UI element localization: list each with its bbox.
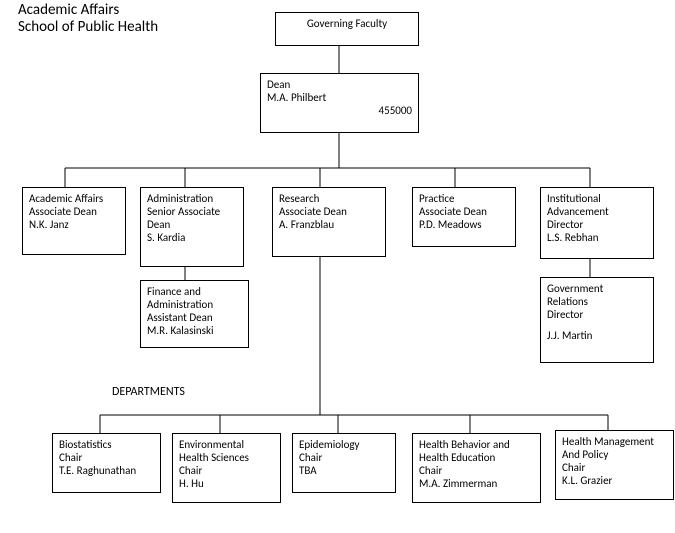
name: J.J. Martin <box>547 329 647 342</box>
node-dean: Dean M.A. Philbert 455000 <box>260 73 419 133</box>
unit: Government <box>547 282 647 295</box>
dept2: Health Education <box>419 451 534 464</box>
node-institutional-advancement: Institutional Advancement Director L.S. … <box>540 187 654 259</box>
name: T.E. Raghunathan <box>59 464 154 477</box>
name: K.L. Grazier <box>562 474 667 487</box>
role: Chair <box>419 464 534 477</box>
dept2: And Policy <box>562 448 667 461</box>
name: A. Franzblau <box>279 218 379 231</box>
node-practice: Practice Associate Dean P.D. Meadows <box>412 187 516 247</box>
node-research: Research Associate Dean A. Franzblau <box>272 187 386 257</box>
dept: Health Management <box>562 435 667 448</box>
name: L.S. Rebhan <box>547 231 647 244</box>
role: Assistant Dean <box>147 311 242 324</box>
role: Senior Associate <box>147 205 237 218</box>
dept2: Health Sciences <box>179 451 274 464</box>
title: Dean <box>267 78 412 91</box>
name: S. Kardia <box>147 231 237 244</box>
node-dept-env-health: Environmental Health Sciences Chair H. H… <box>172 433 281 503</box>
org-chart: Academic Affairs School of Public Health… <box>0 0 675 533</box>
node-academic-affairs: Academic Affairs Associate Dean N.K. Jan… <box>22 187 126 255</box>
node-governing-faculty: Governing Faculty <box>275 12 419 46</box>
unit2: Administration <box>147 298 242 311</box>
role: Director <box>547 308 647 321</box>
name: TBA <box>299 464 389 477</box>
dept: Environmental <box>179 438 274 451</box>
node-dept-biostatistics: Biostatistics Chair T.E. Raghunathan <box>52 433 161 493</box>
role: Chair <box>179 464 274 477</box>
label: Governing Faculty <box>282 17 412 30</box>
name: H. Hu <box>179 477 274 490</box>
unit: Finance and <box>147 285 242 298</box>
unit: Academic Affairs <box>29 192 119 205</box>
role: Director <box>547 218 647 231</box>
dept: Biostatistics <box>59 438 154 451</box>
role: Associate Dean <box>279 205 379 218</box>
role: Associate Dean <box>419 205 509 218</box>
name: M.A. Zimmerman <box>419 477 534 490</box>
node-administration: Administration Senior Associate Dean S. … <box>140 187 244 267</box>
unit2: Advancement <box>547 205 647 218</box>
name: M.A. Philbert <box>267 91 412 104</box>
role2: Dean <box>147 218 237 231</box>
departments-label: DEPARTMENTS <box>112 385 185 399</box>
role: Chair <box>59 451 154 464</box>
node-finance-admin: Finance and Administration Assistant Dea… <box>140 280 249 348</box>
name: M.R. Kalasinski <box>147 324 242 337</box>
unit2: Relations <box>547 295 647 308</box>
unit: Research <box>279 192 379 205</box>
node-dept-health-behavior: Health Behavior and Health Education Cha… <box>412 433 541 503</box>
role: Associate Dean <box>29 205 119 218</box>
code: 455000 <box>267 104 412 117</box>
unit: Practice <box>419 192 509 205</box>
node-government-relations: Government Relations Director J.J. Marti… <box>540 277 654 363</box>
name: P.D. Meadows <box>419 218 509 231</box>
dept: Health Behavior and <box>419 438 534 451</box>
node-dept-epidemiology: Epidemiology Chair TBA <box>292 433 396 493</box>
unit: Administration <box>147 192 237 205</box>
role: Chair <box>562 461 667 474</box>
unit: Institutional <box>547 192 647 205</box>
node-dept-health-mgmt: Health Management And Policy Chair K.L. … <box>555 430 674 500</box>
name: N.K. Janz <box>29 218 119 231</box>
role: Chair <box>299 451 389 464</box>
dept: Epidemiology <box>299 438 389 451</box>
